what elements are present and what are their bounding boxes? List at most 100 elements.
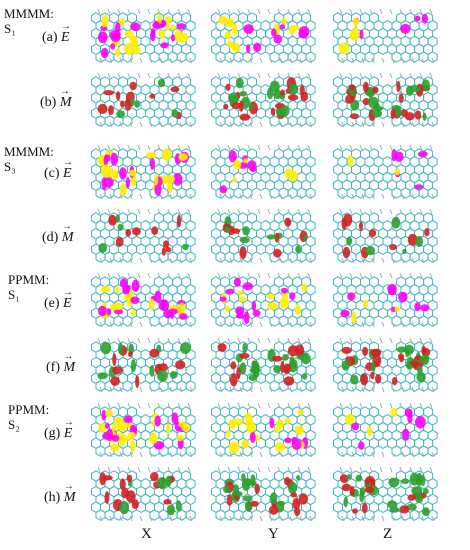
ring	[104, 115, 115, 127]
h-bond	[379, 144, 383, 151]
lobe	[280, 105, 290, 117]
h-bond	[137, 337, 141, 344]
h-bond	[277, 272, 281, 279]
ring	[176, 51, 187, 63]
h-bond	[237, 466, 241, 473]
lobe	[105, 422, 110, 429]
h-bond	[149, 193, 153, 200]
h-bond	[307, 8, 311, 15]
orbital-panel-e-y	[211, 272, 316, 328]
lobe	[281, 17, 287, 26]
h-bond	[107, 8, 111, 15]
h-bond	[399, 337, 403, 344]
h-bond	[117, 144, 121, 151]
h-bond	[371, 193, 375, 200]
lobe	[246, 44, 251, 54]
lobe	[390, 407, 398, 417]
h-bond	[277, 466, 281, 473]
ring	[242, 445, 253, 457]
h-bond	[157, 337, 161, 344]
lobe	[125, 490, 136, 503]
h-bond	[339, 466, 343, 473]
group-state: S₁	[4, 21, 16, 36]
lobe	[342, 246, 351, 259]
h-bond	[179, 386, 183, 393]
lobe	[404, 112, 415, 121]
lobe	[119, 501, 130, 515]
h-bond	[109, 193, 113, 200]
h-bond	[297, 72, 301, 79]
h-bond	[351, 321, 355, 328]
lobe	[301, 352, 311, 365]
group-label-1: MMMM: S₁	[4, 6, 54, 36]
lobe	[228, 92, 239, 103]
h-bond	[147, 144, 151, 151]
h-bond	[411, 515, 415, 522]
lobe	[273, 248, 282, 258]
h-bond	[429, 466, 433, 473]
lobe	[370, 348, 382, 357]
h-bond	[391, 121, 395, 128]
h-bond	[351, 121, 355, 128]
orbital-lobes	[97, 409, 191, 452]
lobe	[362, 98, 370, 106]
column-label-z: Z	[383, 526, 393, 542]
row-tag: (a)	[42, 30, 58, 45]
h-bond	[177, 466, 181, 473]
lobe	[233, 277, 241, 287]
h-bond	[401, 386, 405, 393]
h-bond	[381, 57, 385, 64]
h-bond	[339, 337, 343, 344]
lobe	[407, 233, 418, 246]
h-bond	[149, 515, 153, 522]
lobe	[414, 184, 424, 190]
lobe	[388, 477, 400, 488]
lobe	[97, 305, 107, 317]
lobe	[105, 409, 113, 418]
lobe	[421, 13, 428, 24]
lobe	[345, 94, 354, 104]
ring	[296, 251, 307, 263]
orbital-lobes	[218, 15, 310, 54]
lobe	[239, 91, 247, 97]
h-bond	[237, 144, 241, 151]
ring	[296, 115, 307, 127]
ring	[378, 243, 388, 255]
h-bond	[309, 386, 313, 393]
ring	[242, 509, 253, 521]
lobe	[290, 492, 297, 498]
lobe	[219, 296, 227, 302]
h-bond	[297, 8, 301, 15]
h-bond	[341, 57, 345, 64]
lobe	[280, 360, 285, 374]
lobe	[414, 302, 421, 312]
h-bond	[289, 57, 293, 64]
h-bond	[149, 321, 153, 328]
ring	[400, 187, 411, 199]
h-bond	[269, 515, 273, 522]
h-bond	[389, 144, 393, 151]
h-bond	[149, 257, 153, 264]
h-bond	[391, 515, 395, 522]
h-bond	[159, 57, 163, 64]
lobe	[291, 436, 298, 443]
h-bond	[269, 193, 273, 200]
ring	[215, 380, 226, 392]
h-bond	[361, 257, 365, 264]
orbital-lobes	[338, 13, 428, 55]
ring	[305, 115, 316, 127]
lobe	[338, 42, 350, 55]
orbital-panel-h-x	[91, 466, 196, 522]
h-bond	[287, 144, 291, 151]
h-bond	[169, 257, 173, 264]
lobe	[362, 346, 369, 356]
lobe	[235, 306, 245, 316]
h-bond	[239, 121, 243, 128]
lobe	[242, 282, 254, 291]
lobe	[249, 102, 254, 110]
h-bond	[411, 321, 415, 328]
ring	[95, 251, 106, 263]
h-bond	[381, 386, 385, 393]
lobe	[345, 413, 355, 425]
h-bond	[341, 193, 345, 200]
